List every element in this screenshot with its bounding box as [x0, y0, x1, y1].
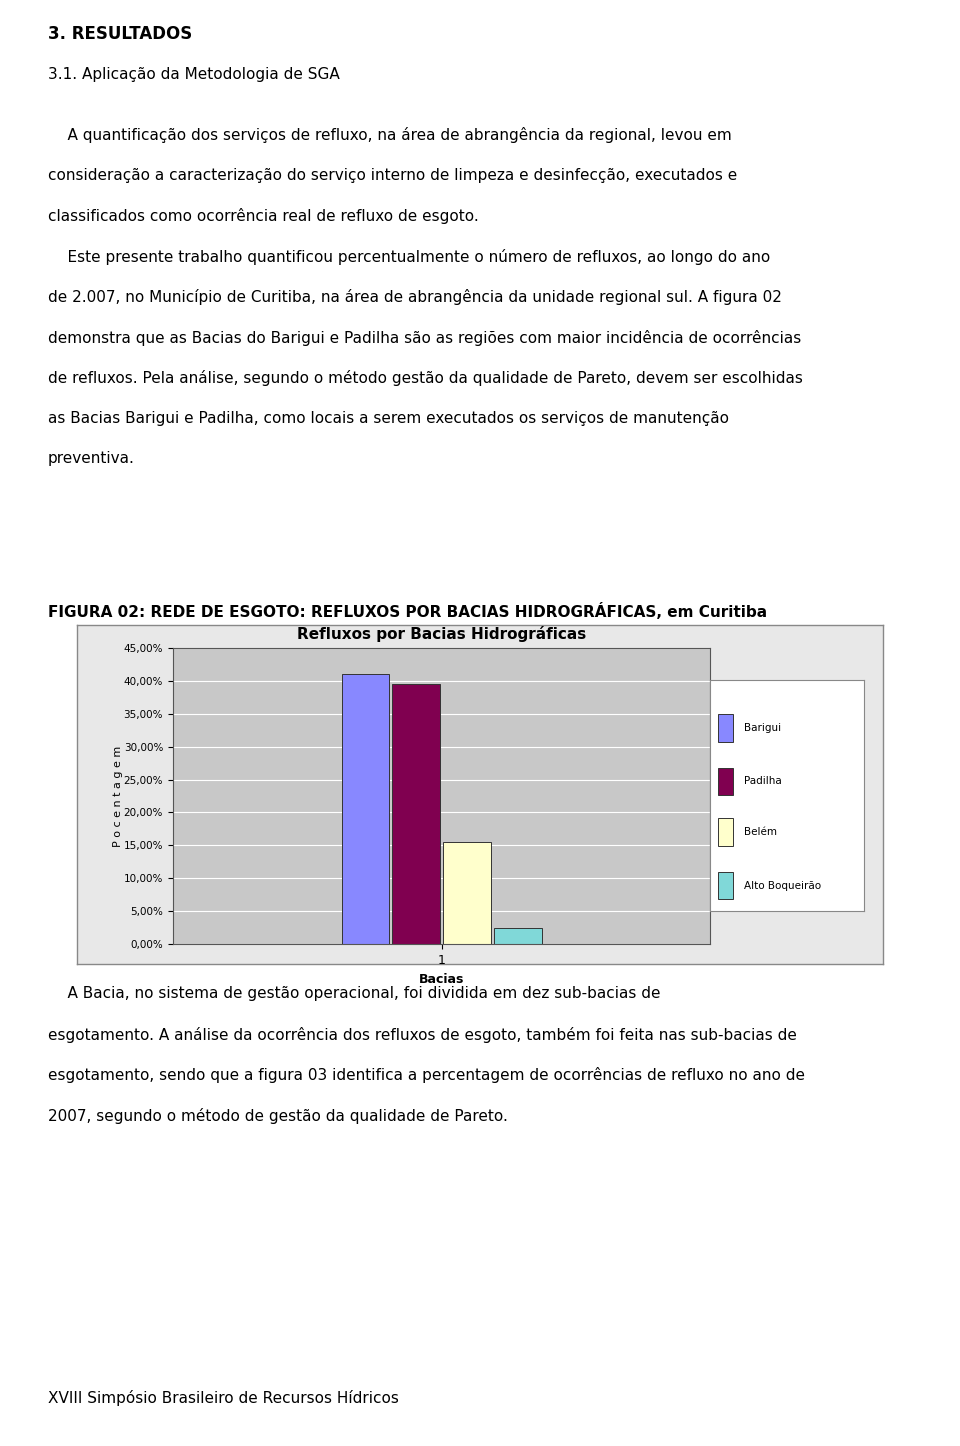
Text: Belém: Belém: [744, 827, 778, 837]
Text: Padilha: Padilha: [744, 777, 782, 787]
Text: Barigui: Barigui: [744, 723, 781, 733]
FancyBboxPatch shape: [718, 768, 733, 795]
Text: classificados como ocorrência real de refluxo de esgoto.: classificados como ocorrência real de re…: [48, 208, 479, 224]
Text: consideração a caracterização do serviço interno de limpeza e desinfecção, execu: consideração a caracterização do serviço…: [48, 168, 737, 182]
Text: Este presente trabalho quantificou percentualmente o número de refluxos, ao long: Este presente trabalho quantificou perce…: [48, 249, 770, 265]
Text: XVIII Simpósio Brasileiro de Recursos Hídricos: XVIII Simpósio Brasileiro de Recursos Hí…: [48, 1390, 398, 1406]
Text: 2007, segundo o método de gestão da qualidade de Pareto.: 2007, segundo o método de gestão da qual…: [48, 1108, 508, 1124]
Text: 3.1. Aplicação da Metodologia de SGA: 3.1. Aplicação da Metodologia de SGA: [48, 67, 340, 81]
FancyBboxPatch shape: [718, 818, 733, 846]
Text: de refluxos. Pela análise, segundo o método gestão da qualidade de Pareto, devem: de refluxos. Pela análise, segundo o mét…: [48, 370, 803, 386]
Bar: [342, 674, 390, 944]
Title: Refluxos por Bacias Hidrográficas: Refluxos por Bacias Hidrográficas: [297, 626, 587, 642]
Text: esgotamento, sendo que a figura 03 identifica a percentagem de ocorrências de re: esgotamento, sendo que a figura 03 ident…: [48, 1067, 805, 1083]
Y-axis label: P o c e n t a g e m: P o c e n t a g e m: [113, 745, 123, 847]
Text: preventiva.: preventiva.: [48, 451, 134, 466]
Bar: [393, 684, 440, 944]
Text: A quantificação dos serviços de refluxo, na área de abrangência da regional, lev: A quantificação dos serviços de refluxo,…: [48, 127, 732, 143]
Text: Alto Boqueirão: Alto Boqueirão: [744, 881, 822, 891]
Text: as Bacias Barigui e Padilha, como locais a serem executados os serviços de manut: as Bacias Barigui e Padilha, como locais…: [48, 411, 729, 425]
Text: A Bacia, no sistema de gestão operacional, foi dividida em dez sub-bacias de: A Bacia, no sistema de gestão operaciona…: [48, 986, 660, 1001]
Text: de 2.007, no Município de Curitiba, na área de abrangência da unidade regional s: de 2.007, no Município de Curitiba, na á…: [48, 289, 781, 305]
Text: esgotamento. A análise da ocorrência dos refluxos de esgoto, também foi feita na: esgotamento. A análise da ocorrência dos…: [48, 1027, 797, 1043]
FancyBboxPatch shape: [718, 714, 733, 742]
Bar: [444, 842, 491, 944]
X-axis label: Bacias: Bacias: [419, 973, 465, 986]
Bar: [493, 928, 541, 944]
FancyBboxPatch shape: [718, 872, 733, 899]
Text: FIGURA 02: REDE DE ESGOTO: REFLUXOS POR BACIAS HIDROGRÁFICAS, em Curitiba: FIGURA 02: REDE DE ESGOTO: REFLUXOS POR …: [48, 603, 767, 620]
Text: demonstra que as Bacias do Barigui e Padilha são as regiões com maior incidência: demonstra que as Bacias do Barigui e Pad…: [48, 330, 802, 346]
Text: 3. RESULTADOS: 3. RESULTADOS: [48, 25, 192, 42]
